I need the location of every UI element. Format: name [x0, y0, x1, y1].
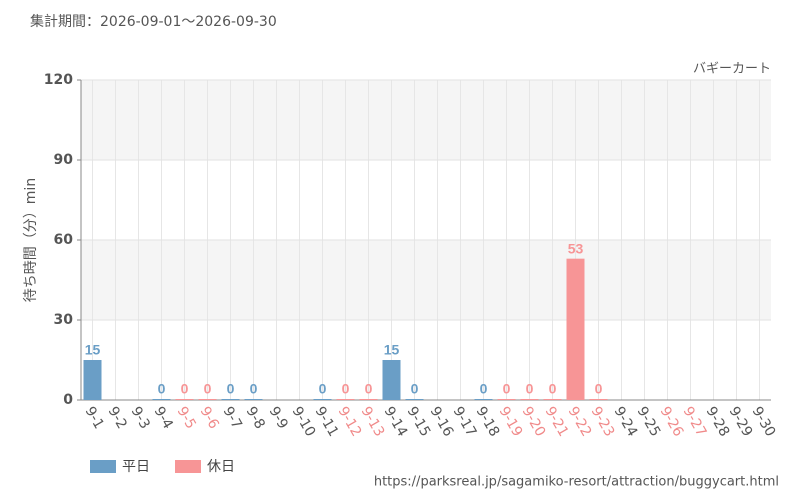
data-label: 0 [181, 381, 189, 397]
x-tick-label: 9-5 [174, 404, 199, 432]
data-label: 0 [595, 381, 603, 397]
x-tick-label: 9-10 [289, 404, 319, 440]
chart-subtitle: バギーカート [693, 62, 771, 77]
y-tick-label: 90 [54, 152, 74, 168]
chart-title: 集計期間：2026-09-01～2026-09-30 [30, 13, 277, 30]
data-label: 15 [384, 342, 400, 358]
x-tick-label: 9-29 [726, 404, 756, 440]
bar [405, 399, 424, 400]
x-tick-label: 9-22 [565, 404, 595, 440]
x-tick-label: 9-1 [82, 404, 107, 432]
data-label: 0 [411, 381, 419, 397]
bar [221, 399, 240, 400]
legend-swatch [175, 460, 201, 473]
data-label: 0 [549, 381, 557, 397]
bar [198, 399, 217, 400]
data-label: 0 [342, 381, 350, 397]
x-tick-label: 9-20 [519, 404, 549, 440]
bar [359, 399, 378, 400]
y-tick-label: 30 [54, 312, 74, 328]
bar [152, 399, 171, 400]
data-label: 0 [365, 381, 373, 397]
x-tick-label: 9-18 [473, 404, 503, 440]
data-label: 0 [503, 381, 511, 397]
grid-band [81, 80, 771, 160]
x-tick-label: 9-16 [427, 404, 457, 440]
x-tick-label: 9-2 [105, 404, 130, 432]
y-axis-label: 待ち時間（分）min [23, 178, 39, 302]
data-label: 0 [227, 381, 235, 397]
bar [543, 399, 562, 400]
bar [336, 399, 355, 400]
x-tick-label: 9-21 [542, 404, 572, 440]
x-tick-label: 9-3 [128, 404, 153, 432]
source-url: https://parksreal.jp/sagamiko-resort/att… [374, 475, 779, 490]
x-tick-label: 9-23 [588, 404, 618, 440]
data-label: 0 [158, 381, 166, 397]
legend-swatch [90, 460, 116, 473]
bar [382, 360, 401, 400]
x-tick-label: 9-4 [151, 404, 176, 432]
data-label: 0 [250, 381, 258, 397]
bar [474, 399, 493, 400]
x-tick-label: 9-12 [335, 404, 365, 440]
data-label: 0 [204, 381, 212, 397]
x-tick-label: 9-25 [634, 404, 664, 440]
bar [520, 399, 539, 400]
data-label: 0 [319, 381, 327, 397]
data-label: 0 [526, 381, 534, 397]
data-label: 15 [85, 342, 101, 358]
x-tick-label: 9-24 [611, 404, 641, 440]
x-tick-label: 9-9 [266, 404, 291, 432]
bar [566, 258, 585, 400]
x-tick-label: 9-11 [312, 404, 342, 440]
y-tick-label: 120 [44, 72, 73, 88]
bar [497, 399, 516, 400]
x-tick-label: 9-28 [703, 404, 733, 440]
x-tick-label: 9-19 [496, 404, 526, 440]
bar [589, 399, 608, 400]
x-tick-label: 9-17 [450, 404, 480, 440]
data-label: 0 [480, 381, 488, 397]
legend-label: 平日 [122, 459, 150, 475]
x-tick-label: 9-8 [243, 404, 268, 432]
grid-band [81, 240, 771, 320]
y-tick-label: 0 [63, 392, 73, 408]
x-tick-label: 9-13 [358, 404, 388, 440]
x-tick-label: 9-14 [381, 404, 411, 440]
x-tick-label: 9-30 [749, 404, 779, 440]
bar [244, 399, 263, 400]
bar [313, 399, 332, 400]
data-label: 53 [568, 240, 584, 256]
x-tick-label: 9-6 [197, 404, 222, 432]
x-tick-label: 9-15 [404, 404, 434, 440]
bar [175, 399, 194, 400]
bar [83, 360, 102, 400]
x-tick-label: 9-27 [680, 404, 710, 440]
y-tick-label: 60 [54, 232, 74, 248]
legend-label: 休日 [207, 459, 235, 475]
x-tick-label: 9-7 [220, 404, 245, 432]
x-tick-label: 9-26 [657, 404, 687, 440]
